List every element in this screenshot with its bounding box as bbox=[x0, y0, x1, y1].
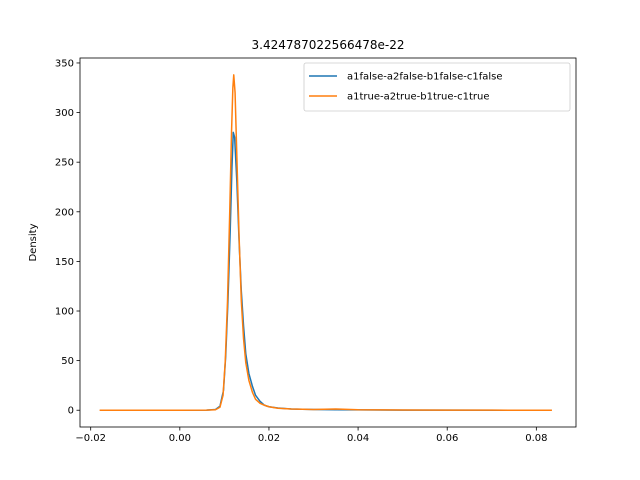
y-tick-label: 200 bbox=[55, 207, 74, 218]
legend-label-1: a1false-a2false-b1false-c1false bbox=[347, 72, 503, 83]
legend-label-2: a1true-a2true-b1true-c1true bbox=[347, 92, 489, 103]
x-tick-label: 0.06 bbox=[436, 433, 458, 444]
series-line-2 bbox=[99, 74, 552, 411]
x-axis: −0.02 0.00 0.02 0.04 0.06 0.08 bbox=[75, 427, 547, 444]
x-tick-label: 0.04 bbox=[347, 433, 369, 444]
legend-box bbox=[303, 62, 571, 112]
y-tick-label: 0 bbox=[68, 406, 74, 417]
plot-frame bbox=[79, 57, 577, 428]
y-tick-label: 100 bbox=[55, 307, 74, 318]
y-tick-label: 300 bbox=[55, 108, 74, 119]
series-layer bbox=[99, 74, 552, 411]
plot-area bbox=[79, 57, 577, 428]
y-tick-label: 150 bbox=[55, 257, 74, 268]
y-axis-label: Density bbox=[28, 223, 39, 261]
x-tick-label: 0.08 bbox=[525, 433, 547, 444]
y-axis: 0 50 100 150 200 250 300 350 bbox=[55, 58, 80, 417]
x-tick-label: 0.00 bbox=[169, 433, 191, 444]
y-tick-label: 250 bbox=[55, 158, 74, 169]
chart-title: 3.424787022566478e-22 bbox=[252, 38, 405, 52]
x-tick-label: −0.02 bbox=[75, 433, 106, 444]
y-tick-label: 50 bbox=[61, 356, 74, 367]
y-tick-label: 350 bbox=[55, 58, 74, 69]
x-tick-label: 0.02 bbox=[258, 433, 280, 444]
legend: a1false-a2false-b1false-c1false a1true-a2… bbox=[303, 62, 571, 112]
series-line-1 bbox=[110, 131, 519, 411]
